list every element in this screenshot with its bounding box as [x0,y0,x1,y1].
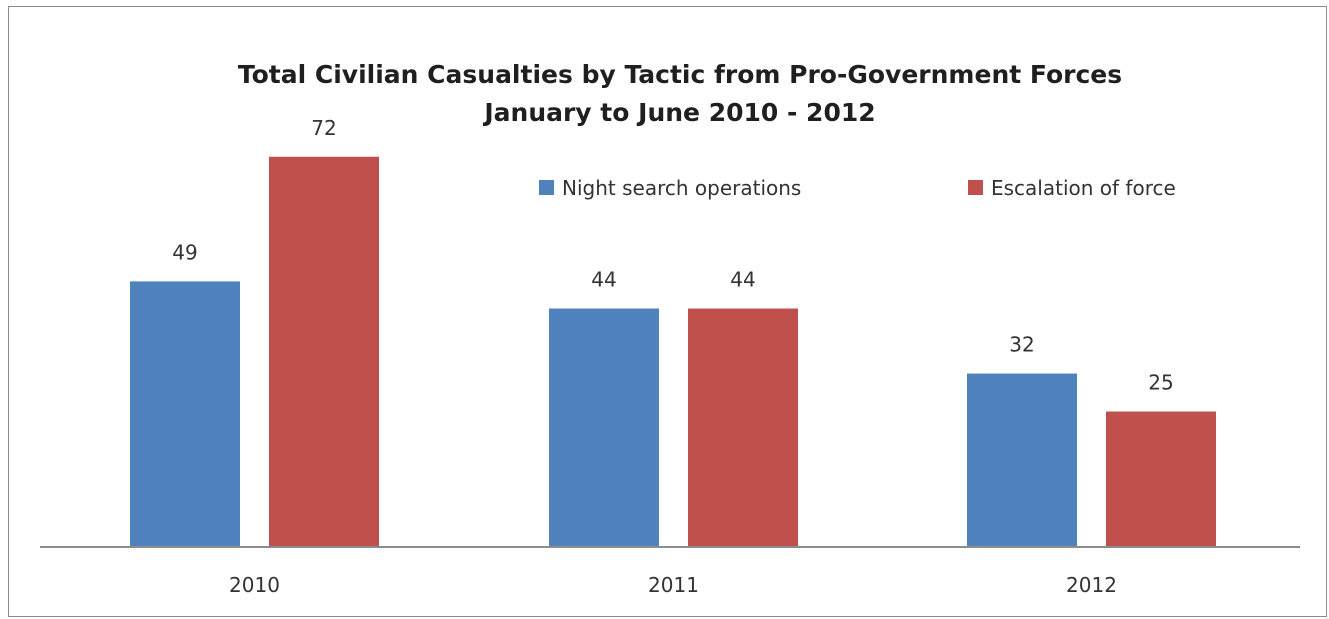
data-label-night-search-operations-2010: 49 [172,240,197,264]
bar-escalation-of-force-2010 [269,156,379,547]
x-tick-label-2012: 2012 [1066,573,1117,597]
data-label-night-search-operations-2012: 32 [1009,333,1034,357]
x-tick-labels: 2010 2011 2012 [229,573,1117,597]
bar-night-search-operations-2011 [549,308,659,547]
bar-escalation-of-force-2012 [1106,411,1216,547]
legend-swatch-escalation [968,180,983,195]
legend-label-escalation: Escalation of force [991,176,1176,200]
legend-label-night-search: Night search operations [562,176,801,200]
bar-night-search-operations-2012 [967,373,1077,547]
data-label-escalation-of-force-2012: 25 [1148,371,1173,395]
bar-escalation-of-force-2011 [688,308,798,547]
data-label-escalation-of-force-2010: 72 [311,116,336,140]
x-tick-label-2010: 2010 [229,573,280,597]
chart-subtitle: January to June 2010 - 2012 [482,98,875,127]
data-label-night-search-operations-2011: 44 [591,268,616,292]
bars-layer [130,156,1216,547]
x-tick-label-2011: 2011 [648,573,699,597]
chart-title: Total Civilian Casualties by Tactic from… [238,60,1122,89]
legend: Night search operations Escalation of fo… [539,176,1176,200]
data-label-escalation-of-force-2011: 44 [730,268,755,292]
legend-swatch-night-search [539,180,554,195]
data-labels-layer: 49 44 32 72 44 25 [172,116,1173,395]
bar-night-search-operations-2010 [130,281,240,547]
